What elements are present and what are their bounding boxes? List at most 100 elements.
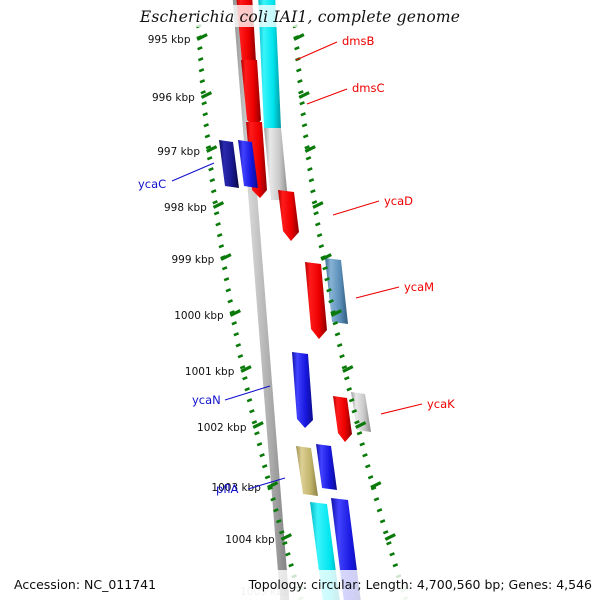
ruler-tick-minor bbox=[296, 68, 302, 73]
ruler-tick-minor bbox=[308, 178, 315, 183]
gene-feature-ycaC[interactable] bbox=[219, 140, 239, 188]
gene-label-ycaN[interactable]: ycaN bbox=[192, 385, 271, 407]
ruler-tick-major bbox=[205, 145, 218, 153]
ruler-tick-minor bbox=[199, 79, 206, 84]
ruler-tick-major bbox=[342, 365, 354, 373]
gene-label-ycaD[interactable]: ycaD bbox=[332, 194, 413, 216]
ruler-tick-minor bbox=[251, 420, 258, 425]
ruler-tick-minor bbox=[205, 145, 212, 150]
gene-label-pflA[interactable]: pflA bbox=[216, 477, 286, 496]
ruler-tick-major bbox=[212, 201, 225, 209]
ruler-tick-minor bbox=[210, 189, 217, 194]
ruler-tick-minor bbox=[330, 310, 336, 315]
ruler-tick-minor bbox=[336, 343, 343, 348]
ruler-tick-major bbox=[200, 91, 213, 99]
ruler-tick-minor bbox=[225, 288, 232, 293]
ruler-tick-minor bbox=[392, 563, 399, 568]
ruler-tick-minor bbox=[359, 442, 366, 447]
ruler-tick-minor bbox=[273, 508, 279, 513]
gene-label-dmsB[interactable]: dmsB bbox=[295, 34, 374, 61]
ruler-tick-minor bbox=[301, 123, 308, 128]
ruler-tick-minor bbox=[256, 442, 263, 447]
ruler-tick-minor bbox=[376, 508, 383, 513]
ruler-tick-minor bbox=[259, 453, 265, 458]
leader-line-dmsB bbox=[295, 41, 338, 61]
gene-label-ycaC[interactable]: ycaC bbox=[138, 162, 215, 191]
ruler-tick-minor bbox=[305, 156, 312, 161]
ruler-tick-minor bbox=[315, 222, 321, 227]
ruler-tick-minor bbox=[231, 321, 238, 326]
ruler-label: 1000 kbp bbox=[174, 310, 224, 322]
ruler-tick-minor bbox=[351, 409, 358, 414]
ruler-tick-minor bbox=[328, 299, 334, 304]
gene-feature-ycaM-red[interactable] bbox=[305, 262, 327, 339]
ruler-ticks-left bbox=[195, 24, 307, 600]
gene-feature-dmsC[interactable] bbox=[264, 128, 288, 200]
ruler-tick-minor bbox=[218, 244, 225, 249]
gene-feature-ycaK-red[interactable] bbox=[333, 396, 352, 442]
gene-label-text-ycaD: ycaD bbox=[384, 194, 413, 208]
ruler-tick-minor bbox=[362, 453, 368, 458]
ruler-tick-minor bbox=[197, 46, 203, 51]
ruler-tick-minor bbox=[215, 222, 221, 227]
ruler-tick-minor bbox=[304, 145, 310, 150]
ruler-tick-minor bbox=[254, 431, 260, 436]
gene-feature-pflA-2[interactable] bbox=[316, 444, 337, 490]
ruler-tick-major bbox=[304, 145, 316, 153]
gene-label-dmsC[interactable]: dmsC bbox=[306, 81, 385, 105]
ruler-label: 1004 kbp bbox=[225, 534, 275, 546]
gene-label-ycaM[interactable]: ycaM bbox=[355, 280, 434, 299]
ruler-tick-minor bbox=[239, 365, 246, 370]
ruler-tick-minor bbox=[270, 497, 276, 502]
ruler-tick-minor bbox=[264, 475, 271, 480]
ruler-tick-minor bbox=[313, 211, 319, 216]
ruler-tick-minor bbox=[237, 354, 244, 359]
ruler-tick-minor bbox=[356, 431, 363, 436]
ruler-tick-major bbox=[312, 201, 324, 209]
ruler-tick-major bbox=[229, 309, 241, 317]
gene-features[interactable] bbox=[219, 0, 371, 600]
ruler-tick-minor bbox=[288, 563, 294, 568]
ruler-tick-minor bbox=[373, 497, 380, 502]
ruler-tick-minor bbox=[297, 79, 303, 84]
ruler-tick-minor bbox=[213, 211, 220, 216]
ruler-tick-minor bbox=[310, 189, 316, 194]
gene-feature-ycaN[interactable] bbox=[292, 352, 313, 428]
ruler-tick-minor bbox=[235, 343, 242, 348]
ruler-tick-minor bbox=[339, 354, 345, 359]
gene-label-text-ycaK: ycaK bbox=[427, 397, 455, 411]
ruler-tick-minor bbox=[298, 90, 304, 95]
ruler-label: 1002 kbp bbox=[197, 422, 247, 434]
ruler-tick-minor bbox=[382, 530, 389, 535]
gene-feature-ycaC-2[interactable] bbox=[238, 140, 258, 188]
ruler-label: 1001 kbp bbox=[185, 366, 235, 378]
genome-backbone bbox=[232, 0, 290, 600]
ruler-tick-minor bbox=[221, 266, 228, 271]
ruler-labels: 995 kbp 996 kbp 997 kbp 998 kbp 999 kbp 1000 … bbox=[148, 34, 290, 598]
leader-line-ycaC bbox=[171, 162, 215, 182]
ruler-tick-minor bbox=[282, 541, 288, 546]
ruler-tick-minor bbox=[276, 519, 282, 524]
ruler-tick-minor bbox=[202, 112, 209, 117]
gene-feature-ycaM[interactable] bbox=[325, 258, 348, 324]
ruler-tick-minor bbox=[302, 134, 309, 139]
ruler-tick-minor bbox=[311, 200, 318, 205]
ruler-tick-minor bbox=[300, 112, 307, 117]
accession-text: Accession: NC_011741 bbox=[14, 577, 157, 592]
ruler-tick-minor bbox=[201, 101, 208, 106]
ruler-tick-major bbox=[252, 421, 264, 429]
ruler-tick-minor bbox=[307, 167, 313, 172]
ruler-tick-minor bbox=[198, 68, 205, 73]
ruler-tick-minor bbox=[354, 420, 360, 425]
gene-feature-pflA[interactable] bbox=[296, 446, 318, 496]
ruler-tick-major bbox=[240, 365, 252, 373]
gene-feature-ycaD[interactable] bbox=[278, 190, 299, 241]
gene-feature-dmsB[interactable] bbox=[258, 0, 281, 128]
ruler-tick-minor bbox=[208, 167, 214, 172]
gene-label-ycaK[interactable]: ycaK bbox=[380, 397, 455, 415]
ruler-tick-minor bbox=[318, 244, 325, 249]
ruler-tick-minor bbox=[367, 475, 374, 480]
gene-feature-red-top-2[interactable] bbox=[241, 60, 261, 128]
